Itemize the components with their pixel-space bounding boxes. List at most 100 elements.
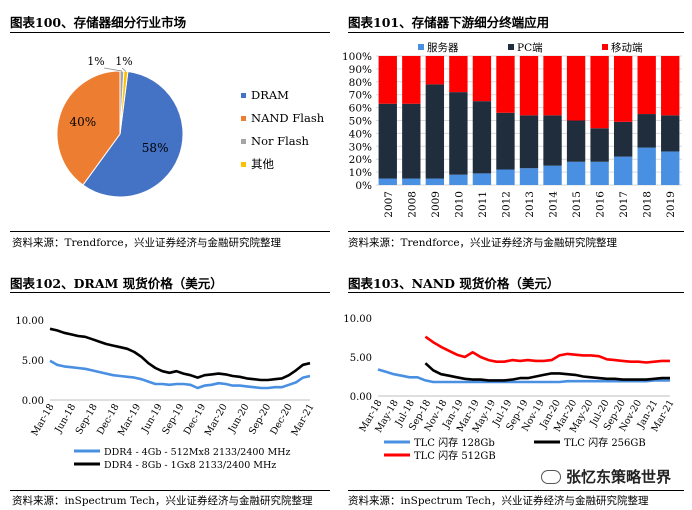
bar-xtick: 2007 bbox=[383, 191, 395, 218]
bar-segment bbox=[496, 112, 515, 170]
bar-ytick: 40% bbox=[349, 128, 372, 140]
bar-ytick: 20% bbox=[349, 154, 372, 166]
bar-segment bbox=[637, 56, 656, 115]
line-xtick: Mar-18 bbox=[29, 402, 56, 438]
bar-segment bbox=[425, 84, 445, 179]
pie-label: 1% bbox=[115, 55, 132, 68]
pie-leader-line bbox=[103, 67, 123, 72]
dram-title-rule bbox=[10, 292, 330, 293]
nand-source-rule bbox=[348, 490, 684, 491]
bar-xtick: 2013 bbox=[524, 191, 536, 218]
line-series bbox=[424, 335, 670, 364]
bar-source: 资料来源：Trendforce，兴业证券经济与金融研究院整理 bbox=[348, 237, 618, 249]
bar-segment bbox=[590, 128, 609, 162]
bar-ytick: 30% bbox=[349, 141, 372, 153]
bar-xtick: 2015 bbox=[571, 191, 583, 218]
bar-segment bbox=[566, 161, 586, 185]
bar-ytick: 60% bbox=[349, 103, 372, 115]
bar-xtick: 2016 bbox=[595, 191, 607, 218]
bar-segment bbox=[590, 161, 609, 185]
bar-legend-swatch bbox=[418, 44, 424, 50]
dram-source: 资料来源：inSpectrum Tech，兴业证券经济与金融研究院整理 bbox=[12, 495, 313, 507]
pie-legend-label: 其他 bbox=[251, 157, 274, 171]
pie-slice-dram bbox=[82, 70, 184, 198]
bar-segment bbox=[472, 173, 492, 185]
bar-segment bbox=[543, 165, 562, 185]
bar-segment bbox=[378, 178, 397, 185]
bar-xtick: 2012 bbox=[500, 191, 512, 218]
bar-segment bbox=[637, 114, 656, 148]
pie-label: 58% bbox=[142, 141, 169, 155]
bar-legend-label: 移动端 bbox=[611, 41, 643, 54]
bar-segment bbox=[613, 121, 633, 157]
bar-segment bbox=[378, 103, 397, 179]
stacked-bar-chart: 0%10%20%30%40%50%60%70%80%90%100% 服务器 PC端… bbox=[342, 41, 682, 218]
pie-chart-title: 图表100、存储器细分行业市场 bbox=[10, 15, 187, 30]
line-legend-label: DDR4 - 8Gb - 1Gx8 2133/2400 MHz bbox=[104, 460, 276, 471]
bar-segment bbox=[378, 56, 397, 104]
line-legend-label: DDR4 - 4Gb - 512Mx8 2133/2400 MHz bbox=[104, 447, 291, 458]
nand-source: 资料来源：inSpectrum Tech，兴业证券经济与金融研究院整理 bbox=[348, 495, 649, 507]
pie-title-rule bbox=[10, 32, 330, 33]
bar-segment bbox=[449, 174, 468, 185]
pie-legend-swatch bbox=[241, 162, 246, 167]
bar-ytick: 10% bbox=[349, 167, 372, 179]
bar-segment bbox=[496, 56, 515, 113]
bar-segment bbox=[661, 151, 680, 185]
bar-xtick: 2008 bbox=[406, 191, 418, 218]
bar-segment bbox=[661, 115, 680, 152]
bar-segment bbox=[543, 115, 562, 166]
pie-legend-label: Nor Flash bbox=[251, 134, 310, 148]
bar-ytick: 90% bbox=[349, 64, 372, 76]
dram-chart-title: 图表102、DRAM 现货价格（美元） bbox=[10, 276, 223, 291]
pie-source-rule bbox=[10, 231, 330, 232]
pie-legend-label: DRAM bbox=[251, 88, 289, 102]
pie-slice-其他 bbox=[119, 70, 129, 135]
pie-slice-nand-flash bbox=[56, 70, 121, 186]
bar-segment bbox=[613, 56, 633, 122]
line-series bbox=[424, 362, 670, 382]
bar-segment bbox=[637, 147, 656, 185]
pie-legend-label: NAND Flash bbox=[251, 111, 325, 125]
pie-label: 1% bbox=[87, 55, 104, 68]
bar-segment bbox=[449, 56, 468, 93]
pie-chart: 58% 40% 1% 1% DRAM NAND Flash Nor Flash 其他 bbox=[56, 55, 325, 198]
bar-segment bbox=[613, 156, 633, 185]
bar-segment bbox=[402, 56, 421, 104]
bar-segment bbox=[566, 120, 586, 162]
line-ytick: 10.00 bbox=[15, 316, 44, 327]
pie-legend-swatch bbox=[241, 93, 246, 98]
line-series bbox=[49, 359, 311, 390]
line-series bbox=[49, 327, 311, 382]
line-ytick: 5.00 bbox=[350, 353, 372, 364]
line-ytick: 5.00 bbox=[22, 356, 44, 367]
bar-ytick: 100% bbox=[342, 51, 372, 63]
bar-legend-label: PC端 bbox=[517, 41, 543, 54]
pie-legend-swatch bbox=[241, 139, 246, 144]
pie-legend-swatch bbox=[241, 116, 246, 121]
bar-ytick: 80% bbox=[349, 77, 372, 89]
bar-xtick: 2009 bbox=[430, 191, 442, 218]
bar-xtick: 2011 bbox=[477, 191, 489, 218]
bar-xtick: 2014 bbox=[548, 191, 560, 218]
pie-leader-line bbox=[121, 67, 127, 72]
line-legend-label: TLC 闪存 256GB bbox=[564, 436, 646, 449]
bar-segment bbox=[402, 178, 421, 185]
bar-segment bbox=[449, 92, 468, 175]
bar-segment bbox=[543, 56, 562, 116]
bar-ytick: 70% bbox=[349, 90, 372, 102]
bar-legend-label: 服务器 bbox=[427, 41, 459, 54]
line-ytick: 0.00 bbox=[350, 392, 372, 403]
bar-xtick: 2018 bbox=[642, 191, 654, 218]
nand-chart-title: 图表103、NAND 现货价格（美元） bbox=[348, 276, 560, 291]
dram-source-rule bbox=[10, 490, 330, 491]
bar-segment bbox=[496, 169, 515, 185]
line-ytick: 0.00 bbox=[22, 396, 44, 407]
pie-label: 40% bbox=[70, 115, 97, 129]
watermark-text: 张忆东策略世界 bbox=[566, 468, 672, 486]
line-ytick: 10.00 bbox=[343, 314, 372, 325]
bar-chart-title: 图表101、存储器下游细分终端应用 bbox=[348, 15, 550, 30]
line-series bbox=[377, 368, 670, 384]
